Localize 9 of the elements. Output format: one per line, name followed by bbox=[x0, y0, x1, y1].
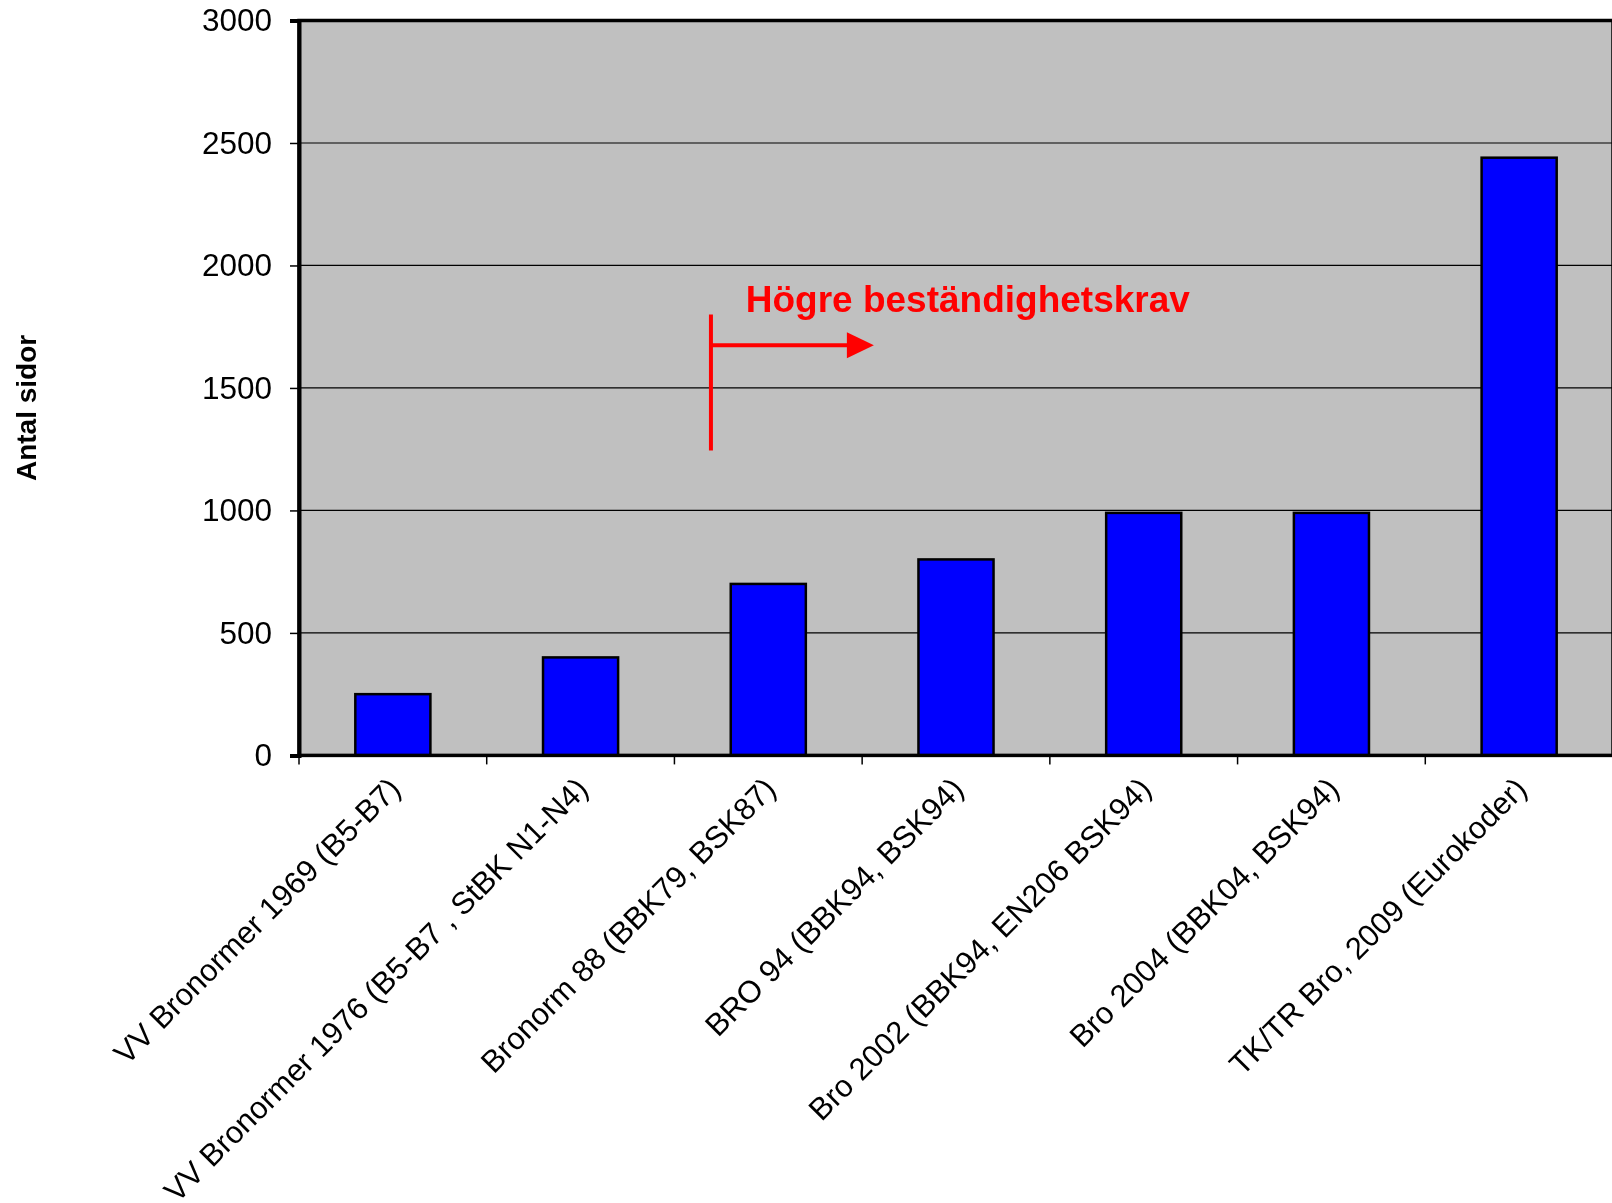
y-tick-label: 1500 bbox=[201, 369, 272, 406]
y-tick-label: 0 bbox=[254, 736, 272, 773]
y-tick-label: 3000 bbox=[201, 2, 272, 39]
y-tick-label: 1000 bbox=[201, 492, 272, 529]
y-tick-label: 2000 bbox=[201, 247, 272, 284]
y-tick-label: 2500 bbox=[201, 124, 272, 161]
y-axis-title: Antal sidor bbox=[10, 334, 42, 482]
y-tick-label: 500 bbox=[219, 614, 272, 651]
annotation: Högre beständighetskrav bbox=[745, 279, 1191, 321]
